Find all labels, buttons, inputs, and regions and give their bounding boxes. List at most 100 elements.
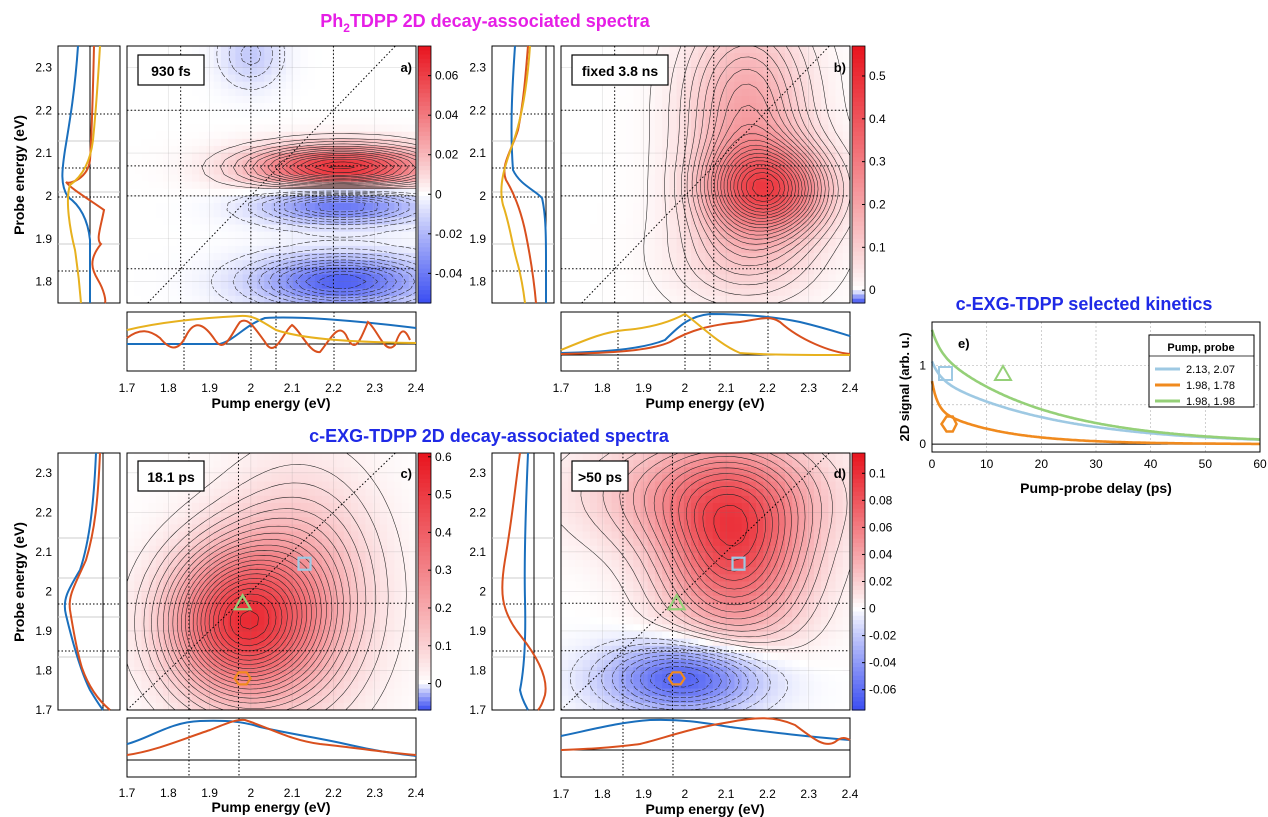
heatmap-cell	[365, 181, 374, 190]
heatmap-cell	[698, 174, 707, 183]
heatmap-cell	[329, 488, 338, 497]
heatmap-cell	[228, 131, 236, 140]
heatmap-cell	[394, 674, 403, 683]
heatmap-cell	[127, 660, 135, 668]
heatmap-cell	[734, 188, 743, 197]
heatmap-cell	[647, 110, 656, 118]
heatmap-cell	[249, 231, 258, 240]
heatmap-cell	[611, 88, 620, 97]
heatmap-cell	[589, 488, 598, 497]
heatmap-cell	[394, 538, 403, 547]
heatmap-cell	[134, 46, 143, 54]
heatmap-cell	[727, 195, 735, 204]
heatmap-cell	[141, 174, 150, 183]
heatmap-cell	[257, 453, 265, 461]
heatmap-cell	[307, 167, 316, 176]
heatmap-cell	[379, 602, 388, 611]
heatmap-cell	[141, 238, 150, 247]
heatmap-cell	[228, 495, 236, 504]
heatmap-cell	[228, 210, 236, 218]
heatmap-cell	[242, 552, 251, 561]
heatmap-cell	[408, 181, 417, 190]
heatmap-cell	[835, 238, 844, 247]
heatmap-cell	[401, 617, 410, 625]
heatmap-cell	[712, 288, 721, 297]
title-top-subscript: 2	[343, 21, 350, 35]
heatmap-cell	[582, 274, 591, 283]
heatmap-cell	[300, 95, 309, 104]
heatmap-cell	[575, 167, 584, 176]
heatmap-cell	[228, 167, 236, 176]
heatmap-cell	[633, 467, 642, 476]
heatmap-cell	[307, 46, 316, 54]
heatmap-cell	[365, 588, 374, 597]
heatmap-cell	[358, 103, 367, 111]
heatmap-cell	[379, 253, 388, 261]
heatmap-cell	[379, 217, 388, 226]
heatmap-cell	[365, 274, 374, 283]
heatmap-cell	[777, 195, 786, 204]
heatmap-cell	[228, 67, 236, 76]
heatmap-cell	[314, 645, 323, 654]
heatmap-cell	[784, 453, 793, 461]
heatmap-cell	[177, 531, 186, 540]
heatmap-cell	[127, 510, 135, 518]
heatmap-cell	[322, 645, 330, 654]
heatmap-cell	[322, 167, 330, 176]
heatmap-cell	[756, 281, 764, 290]
heatmap-cell	[264, 538, 273, 547]
heatmap-cell	[365, 281, 374, 290]
heatmap-cell	[691, 174, 699, 183]
heatmap-cell	[155, 110, 164, 118]
heatmap-cell	[618, 131, 627, 140]
heatmap-cell	[155, 160, 164, 168]
heatmap-cell	[257, 702, 265, 711]
heatmap-cell	[365, 131, 374, 140]
colorbar-segment	[418, 50, 431, 56]
heatmap-cell	[387, 460, 395, 468]
contour-line	[686, 45, 839, 276]
heatmap-cell	[134, 488, 143, 497]
heatmap-cell	[611, 295, 620, 304]
heatmap-cell	[561, 67, 569, 76]
heatmap-cell	[314, 510, 323, 518]
heatmap-cell	[127, 681, 135, 690]
heatmap-cell	[654, 217, 663, 226]
heatmap-cell	[293, 81, 301, 90]
heatmap-cell	[698, 167, 707, 176]
heatmap-cell	[604, 174, 613, 183]
heatmap-cell	[177, 510, 186, 518]
heatmap-cell	[242, 453, 251, 461]
heatmap-cell	[293, 117, 301, 126]
heatmap-cell	[285, 81, 294, 90]
heatmap-cell	[199, 95, 208, 104]
heatmap-cell	[134, 517, 143, 525]
heatmap-cell	[561, 53, 569, 61]
heatmap-cell	[264, 288, 273, 297]
heatmap-cell	[669, 210, 678, 218]
heatmap-cell	[365, 474, 374, 483]
heatmap-cell	[611, 267, 620, 276]
colorbar-segment	[418, 457, 431, 463]
heatmap-cell	[372, 224, 381, 233]
heatmap-cell	[163, 638, 171, 647]
heatmap-cell	[206, 574, 215, 583]
heatmap-cell	[199, 488, 208, 497]
heatmap-cell	[358, 681, 367, 690]
heatmap-cell	[343, 474, 352, 483]
heatmap-cell	[379, 574, 388, 583]
heatmap-cell	[322, 453, 330, 461]
contour-line	[176, 539, 333, 694]
heatmap-cell	[163, 567, 171, 575]
heatmap-cell	[271, 460, 280, 468]
heatmap-cell	[170, 702, 179, 711]
heatmap-cell	[372, 231, 381, 240]
heatmap-cell	[206, 510, 215, 518]
heatmap-cell	[127, 602, 135, 611]
heatmap-cell	[271, 560, 280, 568]
heatmap-cell	[408, 95, 417, 104]
heatmap-cell	[408, 131, 417, 140]
heatmap-cell	[756, 81, 764, 90]
heatmap-cell	[170, 153, 179, 161]
heatmap-cell	[813, 288, 822, 297]
